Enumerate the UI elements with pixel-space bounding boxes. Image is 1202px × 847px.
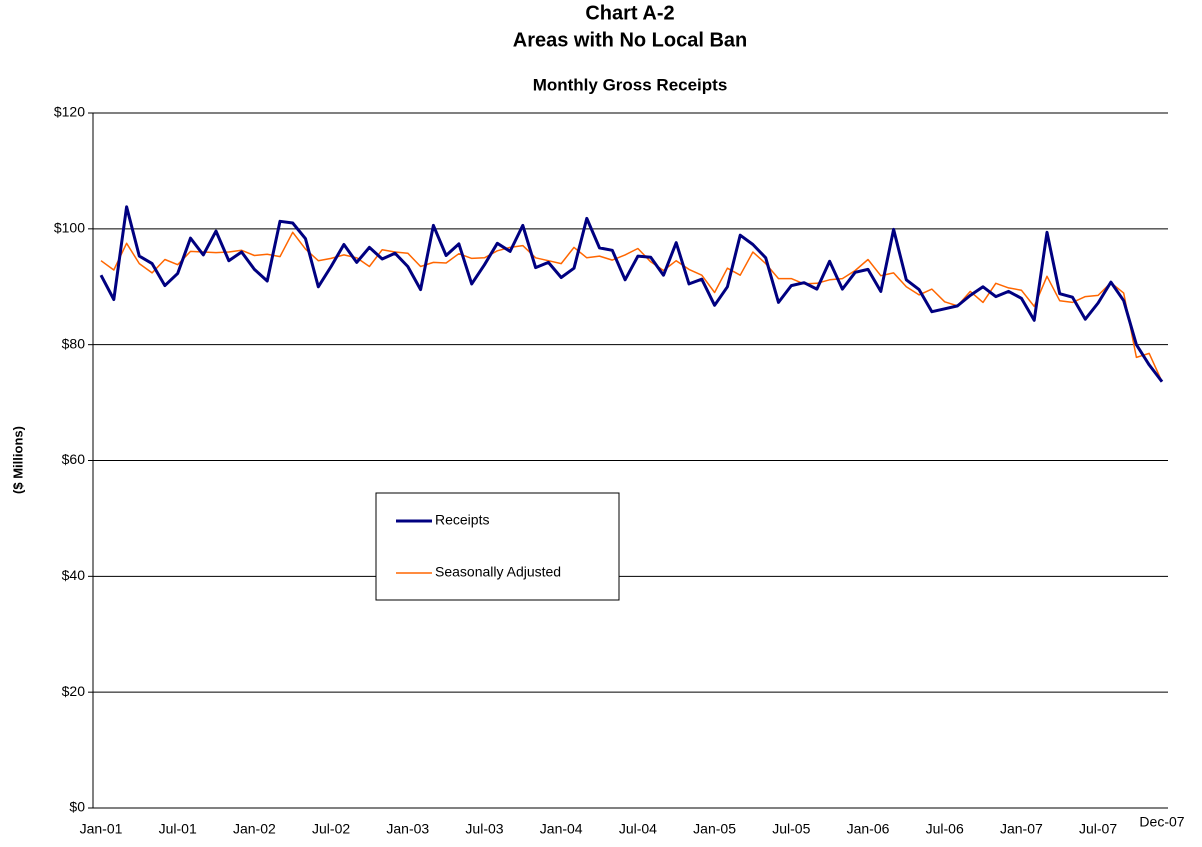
y-axis-label: ($ Millions) [10,426,25,494]
x-tick-label: Jul-06 [926,821,964,837]
x-tick-label: Dec-07 [1139,814,1184,830]
data-line [100,231,1163,383]
y-tick-label: $80 [62,335,86,351]
x-tick-label: Jan-04 [540,821,583,837]
x-tick-label: Jan-01 [80,821,123,837]
chart-subtitle: Monthly Gross Receipts [533,75,728,94]
y-tick-label: $60 [62,451,86,467]
chart-title: Areas with No Local Ban [513,29,748,51]
x-tick-label: Jan-03 [386,821,429,837]
y-tick-label: $100 [54,220,85,236]
x-tick-label: Jan-06 [847,821,890,837]
y-tick-label: $0 [69,799,85,815]
y-tick-label: $20 [62,683,86,699]
x-tick-label: Jul-07 [1079,821,1117,837]
x-tick-label: Jul-05 [772,821,810,837]
y-tick-label: $120 [54,104,85,120]
legend-box [375,492,620,601]
x-tick-label: Jan-07 [1000,821,1043,837]
x-tick-label: Jul-02 [312,821,350,837]
legend-label: Seasonally Adjusted [435,564,561,580]
chart-title: Chart A-2 [585,2,674,24]
y-tick-label: $40 [62,567,86,583]
x-tick-label: Jan-02 [233,821,276,837]
x-tick-label: Jul-01 [159,821,197,837]
x-tick-label: Jul-03 [465,821,503,837]
legend-label: Receipts [435,512,489,528]
data-line [99,205,1164,383]
x-tick-label: Jul-04 [619,821,657,837]
x-tick-label: Jan-05 [693,821,736,837]
